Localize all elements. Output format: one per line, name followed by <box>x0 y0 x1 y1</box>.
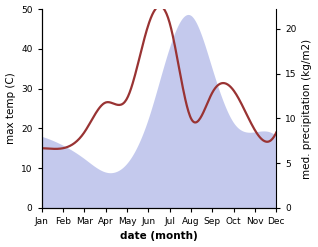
X-axis label: date (month): date (month) <box>120 231 198 242</box>
Y-axis label: max temp (C): max temp (C) <box>5 73 16 144</box>
Y-axis label: med. precipitation (kg/m2): med. precipitation (kg/m2) <box>302 38 313 179</box>
